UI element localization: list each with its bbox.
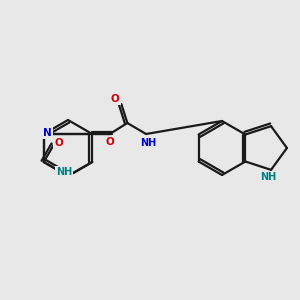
Text: O: O (111, 94, 120, 104)
Text: N: N (44, 128, 52, 138)
Text: NH: NH (260, 172, 276, 182)
Text: NH: NH (56, 167, 72, 177)
Text: O: O (54, 138, 63, 148)
Text: O: O (106, 137, 115, 147)
Text: NH: NH (140, 138, 156, 148)
